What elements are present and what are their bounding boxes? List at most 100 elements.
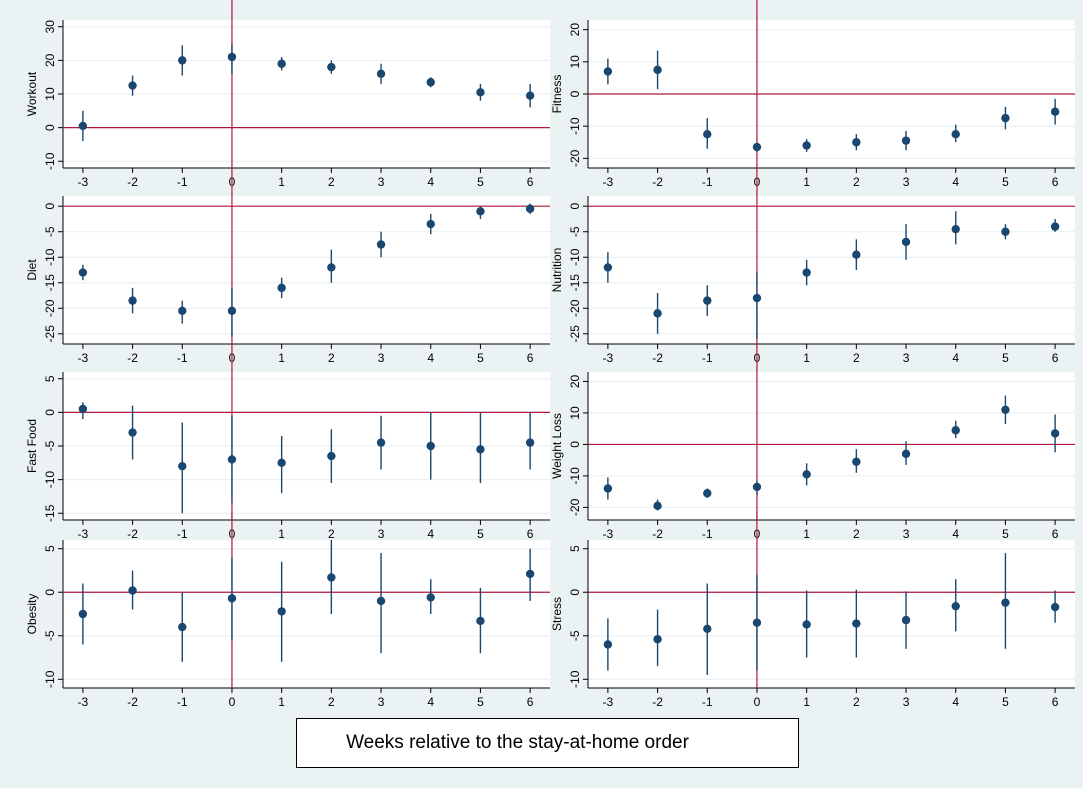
plot-area bbox=[63, 196, 550, 344]
x-tick-label: -1 bbox=[702, 695, 713, 709]
x-tick-label: 2 bbox=[853, 695, 860, 709]
x-tick-label: 5 bbox=[477, 351, 484, 365]
point-estimate bbox=[525, 438, 535, 447]
point-estimate bbox=[128, 81, 137, 90]
x-tick-label: -1 bbox=[177, 527, 188, 541]
x-tick-label: -2 bbox=[127, 527, 138, 541]
x-tick-label: -1 bbox=[702, 527, 713, 541]
plot-area bbox=[588, 196, 1075, 344]
y-tick-label: 5 bbox=[43, 545, 57, 552]
point-estimate bbox=[78, 404, 88, 414]
point-estimate bbox=[327, 62, 336, 72]
point-estimate bbox=[852, 619, 861, 628]
y-tick-label: -5 bbox=[568, 226, 582, 237]
plot-area bbox=[63, 540, 550, 688]
point-estimate bbox=[802, 620, 811, 629]
x-tick-label: -1 bbox=[702, 351, 713, 365]
point-estimate bbox=[852, 250, 861, 259]
x-tick-label: 6 bbox=[527, 351, 534, 365]
point-estimate bbox=[525, 204, 535, 213]
x-tick-label: -3 bbox=[78, 351, 89, 365]
point-estimate bbox=[653, 309, 662, 318]
point-estimate bbox=[802, 268, 811, 277]
x-tick-label: 5 bbox=[477, 527, 484, 541]
panel-diet: -25-20-15-10-50-3-2-10123456Diet bbox=[25, 168, 550, 365]
y-tick-label: 0 bbox=[43, 124, 57, 131]
y-tick-label: 10 bbox=[568, 55, 582, 69]
point-estimate bbox=[525, 569, 535, 579]
y-tick-label: 0 bbox=[568, 589, 582, 596]
y-tick-label: -10 bbox=[43, 670, 57, 688]
y-tick-label: 0 bbox=[568, 90, 582, 97]
y-tick-label: 10 bbox=[568, 406, 582, 420]
y-tick-label: 0 bbox=[43, 589, 57, 596]
point-estimate bbox=[901, 136, 911, 145]
x-tick-label: -3 bbox=[78, 527, 89, 541]
point-estimate bbox=[1050, 602, 1060, 612]
y-tick-label: -10 bbox=[568, 117, 582, 135]
point-estimate bbox=[376, 596, 386, 606]
point-estimate bbox=[376, 438, 386, 447]
x-tick-label: -1 bbox=[177, 175, 188, 189]
x-tick-label: -3 bbox=[603, 351, 614, 365]
x-tick-label: 6 bbox=[1052, 527, 1059, 541]
x-axis-caption-box: Weeks relative to the stay-at-home order bbox=[296, 718, 799, 768]
y-tick-label: 10 bbox=[43, 87, 57, 101]
point-estimate bbox=[901, 449, 911, 459]
x-tick-label: 4 bbox=[427, 695, 434, 709]
x-tick-label: 6 bbox=[1052, 351, 1059, 365]
y-tick-label: -5 bbox=[43, 226, 57, 237]
point-estimate bbox=[227, 306, 237, 316]
point-estimate bbox=[1001, 405, 1010, 414]
point-estimate bbox=[752, 482, 762, 492]
point-estimate bbox=[426, 593, 435, 602]
y-tick-label: -15 bbox=[43, 274, 57, 292]
point-estimate bbox=[603, 67, 613, 76]
y-tick-label: -5 bbox=[43, 630, 57, 641]
point-estimate bbox=[703, 624, 712, 633]
x-tick-label: 3 bbox=[378, 175, 385, 189]
y-tick-label: 5 bbox=[568, 545, 582, 552]
y-tick-label: 20 bbox=[568, 23, 582, 37]
x-tick-label: 4 bbox=[427, 175, 434, 189]
point-estimate bbox=[476, 207, 485, 216]
point-estimate bbox=[277, 59, 286, 68]
point-estimate bbox=[476, 88, 485, 97]
y-axis-title: Weight Loss bbox=[550, 413, 564, 479]
x-tick-label: -2 bbox=[127, 695, 138, 709]
y-axis-title: Diet bbox=[25, 259, 39, 281]
y-tick-label: -10 bbox=[43, 248, 57, 266]
point-estimate bbox=[277, 283, 286, 293]
x-tick-label: 3 bbox=[903, 695, 910, 709]
x-tick-label: -2 bbox=[652, 695, 663, 709]
x-tick-label: -2 bbox=[127, 175, 138, 189]
y-tick-label: -10 bbox=[568, 467, 582, 485]
x-tick-label: 2 bbox=[328, 527, 335, 541]
point-estimate bbox=[277, 607, 286, 616]
x-tick-label: -2 bbox=[652, 527, 663, 541]
point-estimate bbox=[277, 458, 286, 468]
point-estimate bbox=[901, 615, 911, 625]
y-tick-label: -15 bbox=[568, 274, 582, 292]
point-estimate bbox=[178, 56, 187, 65]
point-estimate bbox=[227, 455, 237, 464]
point-estimate bbox=[178, 306, 187, 316]
point-estimate bbox=[178, 622, 187, 632]
x-tick-label: 6 bbox=[527, 695, 534, 709]
point-estimate bbox=[752, 293, 762, 303]
y-tick-label: -20 bbox=[43, 299, 57, 317]
x-tick-label: -2 bbox=[652, 351, 663, 365]
y-tick-label: -10 bbox=[568, 670, 582, 688]
point-estimate bbox=[1001, 113, 1010, 123]
y-axis-title: Workout bbox=[25, 71, 39, 116]
x-tick-label: 6 bbox=[1052, 695, 1059, 709]
point-estimate bbox=[525, 91, 535, 100]
y-tick-label: -5 bbox=[43, 440, 57, 451]
point-estimate bbox=[951, 130, 960, 139]
point-estimate bbox=[327, 451, 336, 461]
